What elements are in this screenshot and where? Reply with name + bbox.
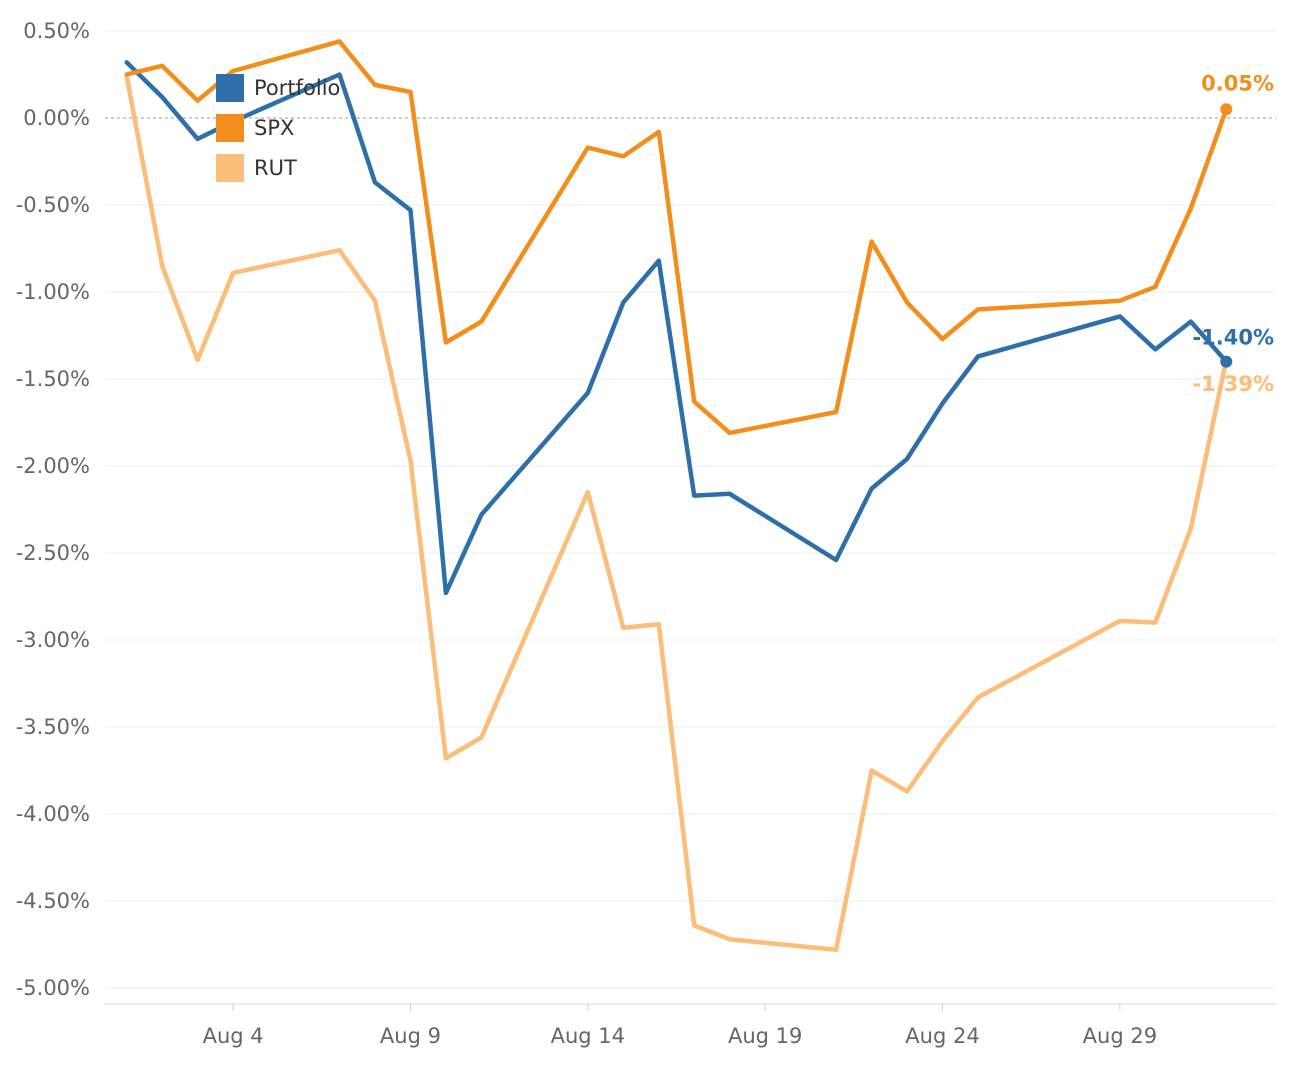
y-tick-label: 0.50% bbox=[23, 19, 90, 43]
y-tick-label: -4.00% bbox=[16, 802, 90, 826]
end-point-spx bbox=[1220, 103, 1233, 116]
y-tick-label: -0.50% bbox=[16, 193, 90, 217]
end-label-rut: -1.39% bbox=[1192, 372, 1274, 396]
series-end-markers: -1.40% 0.05% -1.39% bbox=[1192, 71, 1274, 396]
legend-swatch-portfolio bbox=[216, 74, 244, 102]
y-tick-label: -5.00% bbox=[16, 976, 90, 1000]
y-tick-label: -2.00% bbox=[16, 454, 90, 478]
legend: Portfolio SPX RUT bbox=[216, 74, 340, 182]
end-label-spx: 0.05% bbox=[1201, 71, 1274, 95]
x-axis-ticks: Aug 4 Aug 9 Aug 14 Aug 19 Aug 24 Aug 29 bbox=[203, 1004, 1157, 1048]
end-point-portfolio bbox=[1220, 355, 1233, 368]
x-tick-label: Aug 9 bbox=[380, 1024, 441, 1048]
y-tick-label: -1.50% bbox=[16, 367, 90, 391]
y-tick-label: -1.00% bbox=[16, 280, 90, 304]
x-tick-label: Aug 24 bbox=[905, 1024, 979, 1048]
x-tick-label: Aug 4 bbox=[203, 1024, 264, 1048]
legend-label-portfolio: Portfolio bbox=[254, 76, 340, 100]
series-lines bbox=[124, 39, 1229, 952]
legend-swatch-rut bbox=[216, 154, 244, 182]
y-tick-label: -3.50% bbox=[16, 715, 90, 739]
legend-swatch-spx bbox=[216, 114, 244, 142]
series-line-portfolio bbox=[124, 60, 1229, 596]
y-tick-label: 0.00% bbox=[23, 106, 90, 130]
x-tick-label: Aug 19 bbox=[728, 1024, 802, 1048]
series-line-spx bbox=[124, 39, 1229, 436]
x-tick-label: Aug 14 bbox=[551, 1024, 625, 1048]
y-tick-label: -3.00% bbox=[16, 628, 90, 652]
legend-label-spx: SPX bbox=[254, 116, 294, 140]
end-label-portfolio: -1.40% bbox=[1192, 326, 1274, 350]
y-axis-ticks: 0.50% 0.00% -0.50% -1.00% -1.50% -2.00% -2.50%… bbox=[16, 19, 90, 1000]
series-line-rut bbox=[124, 73, 1229, 952]
legend-label-rut: RUT bbox=[254, 156, 297, 180]
x-tick-label: Aug 29 bbox=[1083, 1024, 1157, 1048]
y-tick-label: -4.50% bbox=[16, 889, 90, 913]
y-tick-label: -2.50% bbox=[16, 541, 90, 565]
